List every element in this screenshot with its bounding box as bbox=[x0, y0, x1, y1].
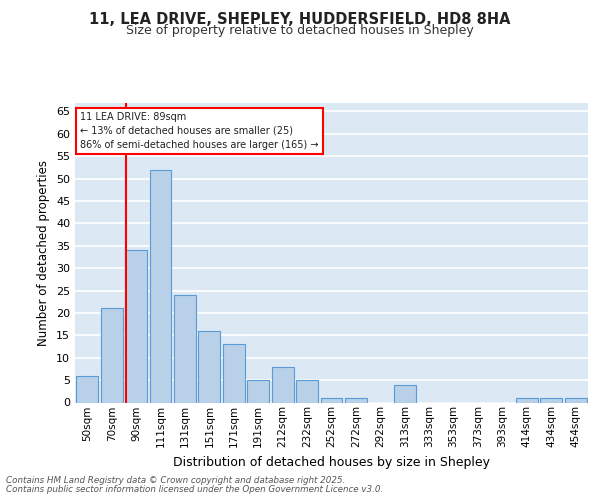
Bar bbox=[149, 170, 172, 402]
Bar bbox=[296, 380, 318, 402]
Text: Contains public sector information licensed under the Open Government Licence v3: Contains public sector information licen… bbox=[6, 484, 383, 494]
Text: 11 LEA DRIVE: 89sqm
← 13% of detached houses are smaller (25)
86% of semi-detach: 11 LEA DRIVE: 89sqm ← 13% of detached ho… bbox=[80, 112, 319, 150]
Bar bbox=[76, 376, 98, 402]
Bar bbox=[223, 344, 245, 403]
Text: Size of property relative to detached houses in Shepley: Size of property relative to detached ho… bbox=[126, 24, 474, 37]
X-axis label: Distribution of detached houses by size in Shepley: Distribution of detached houses by size … bbox=[173, 456, 490, 468]
Bar bbox=[174, 295, 196, 403]
Bar bbox=[516, 398, 538, 402]
Y-axis label: Number of detached properties: Number of detached properties bbox=[37, 160, 50, 346]
Bar bbox=[272, 366, 293, 402]
Text: Contains HM Land Registry data © Crown copyright and database right 2025.: Contains HM Land Registry data © Crown c… bbox=[6, 476, 346, 485]
Bar bbox=[565, 398, 587, 402]
Bar bbox=[101, 308, 122, 402]
Bar bbox=[199, 331, 220, 402]
Bar bbox=[394, 384, 416, 402]
Bar bbox=[247, 380, 269, 402]
Bar bbox=[125, 250, 147, 402]
Bar bbox=[345, 398, 367, 402]
Bar bbox=[320, 398, 343, 402]
Bar bbox=[541, 398, 562, 402]
Text: 11, LEA DRIVE, SHEPLEY, HUDDERSFIELD, HD8 8HA: 11, LEA DRIVE, SHEPLEY, HUDDERSFIELD, HD… bbox=[89, 12, 511, 28]
